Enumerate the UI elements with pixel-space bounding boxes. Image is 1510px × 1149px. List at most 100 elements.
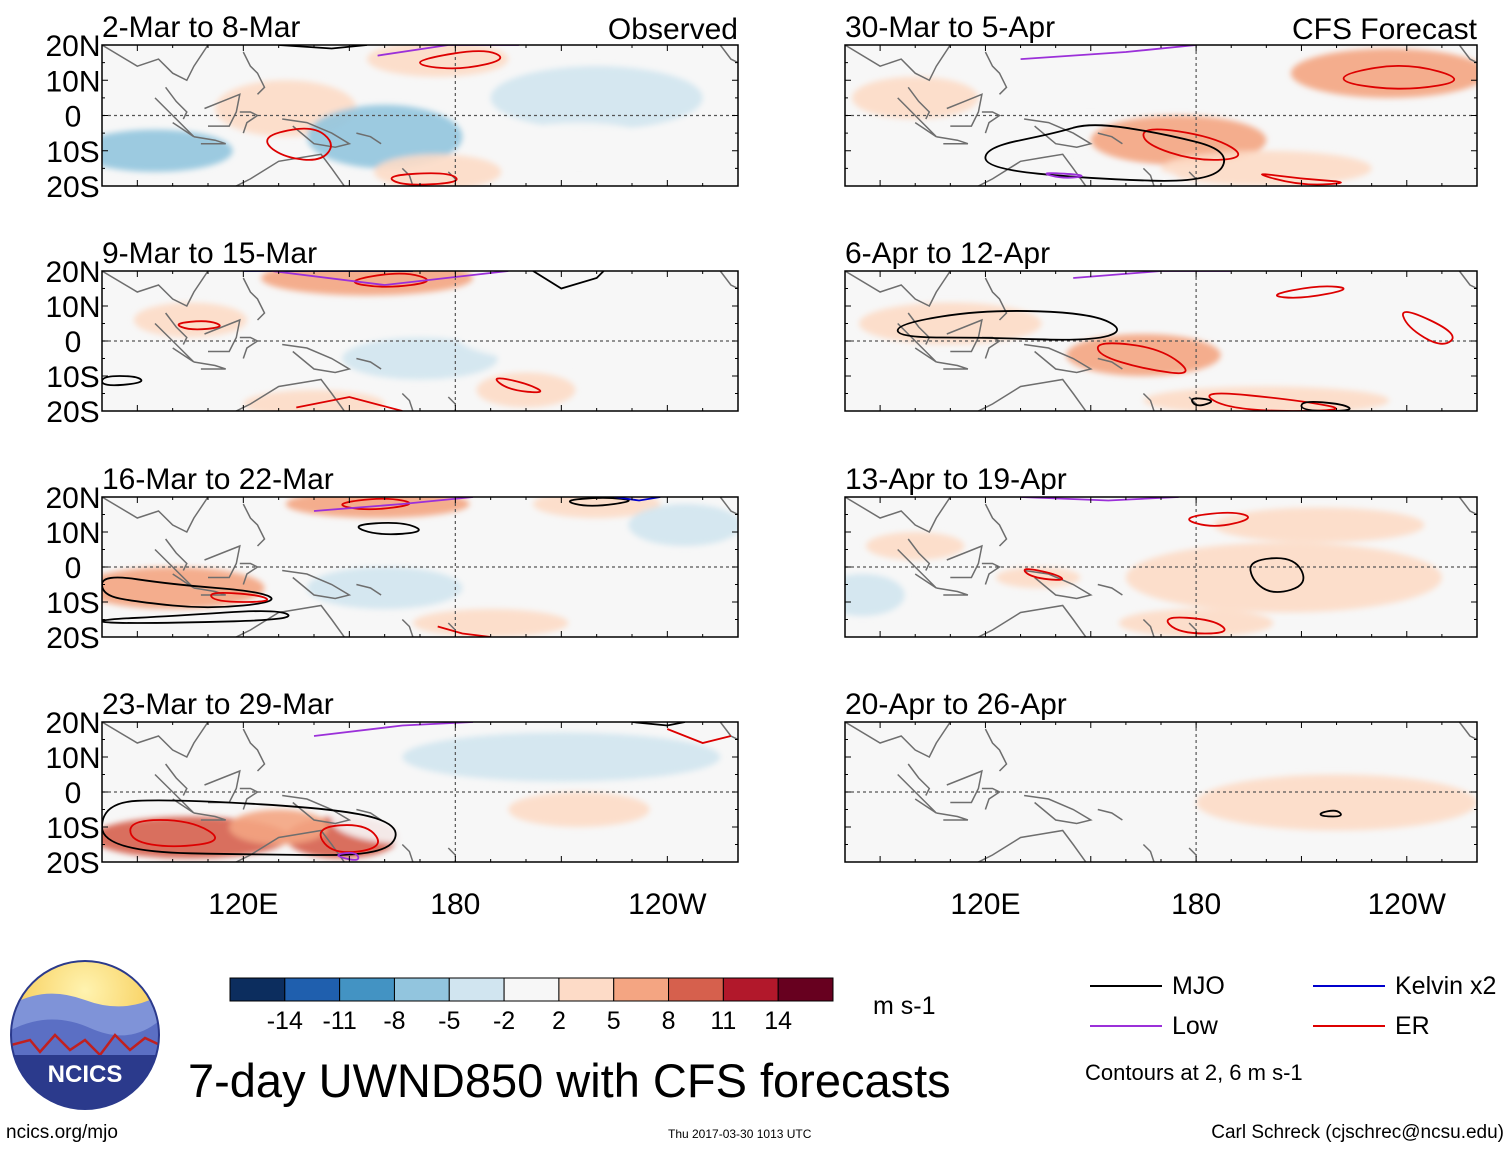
lat-tick-label: 0 [65, 326, 82, 359]
colorbar-bin [777, 977, 834, 1002]
lat-tick-label: 10N [45, 291, 100, 324]
lat-tick-label: 20S [46, 171, 99, 204]
anomaly-patch [1266, 837, 1372, 859]
coastline [897, 548, 937, 589]
colorbar-tick-label: 2 [552, 1007, 566, 1035]
coastline [897, 773, 937, 814]
anomaly-patch [859, 302, 1042, 345]
panel-title: 30-Mar to 5-Apr [845, 11, 1055, 44]
panel-plot-area [845, 722, 1477, 862]
anomaly-patch [533, 497, 661, 518]
contour-mjo [102, 610, 290, 624]
anomaly-patch [342, 337, 498, 380]
legend-label: MJO [1172, 972, 1225, 1000]
colorbar: -14 -11 -8 -5 -2 2 5 8 11 14 [229, 977, 834, 1035]
contour-mjo [278, 45, 368, 50]
coastline [984, 503, 1008, 547]
colorbar-tick-label: 14 [764, 1007, 792, 1035]
panel-title: 6-Apr to 12-Apr [845, 237, 1050, 270]
coastline [242, 503, 266, 547]
anomaly-patch [490, 66, 703, 130]
coastline [447, 847, 456, 856]
logo-ring [10, 960, 160, 1110]
anomaly-patch [1161, 150, 1372, 186]
panel-title: 23-Mar to 29-Mar [102, 688, 334, 721]
lon-tick-label: 120E [208, 888, 278, 921]
lat-tick-label: 0 [65, 101, 82, 134]
coastline [234, 378, 346, 411]
coastline [102, 722, 209, 759]
lat-tick-label: 20N [45, 482, 100, 515]
coastline [1188, 171, 1197, 180]
coastline [282, 569, 352, 600]
lat-tick-label: 20S [46, 847, 99, 880]
lat-tick-label: 20S [46, 622, 99, 655]
lat-tick-label: 0 [65, 552, 82, 585]
site-url[interactable]: ncics.org/mjo [6, 1122, 118, 1143]
panel-ticks [845, 722, 1477, 862]
coastline [356, 357, 382, 370]
coastline [984, 277, 1008, 321]
anomaly-patch [331, 795, 509, 845]
contour-er [1275, 285, 1345, 299]
lon-tick-label: 180 [1171, 888, 1221, 921]
anomaly-patch [1125, 542, 1442, 613]
logo-red-line [11, 1033, 159, 1057]
panel-ticks [102, 45, 738, 186]
lon-tick-label: 120E [950, 888, 1020, 921]
panel-plot-area [845, 497, 1477, 637]
contour-er [296, 396, 403, 411]
coastline [1188, 622, 1197, 631]
contour-er [1166, 616, 1226, 635]
coastline [976, 604, 1087, 637]
lat-tick-label: 20N [45, 30, 100, 63]
anomaly-patch [845, 574, 905, 616]
coastline [234, 153, 346, 186]
colorbar-tick-label: 5 [607, 1007, 621, 1035]
contour-note: Contours at 2, 6 m s-1 [1085, 1060, 1303, 1085]
anomaly-patch [306, 567, 463, 609]
coastline [845, 271, 951, 308]
coastline [907, 86, 931, 120]
contour-mjo [1319, 809, 1342, 818]
coastline [984, 728, 1008, 772]
colorbar-bin [393, 977, 450, 1002]
colorbar-tick-label: -5 [438, 1007, 460, 1035]
coastline [165, 86, 188, 120]
anomaly-patch [628, 504, 738, 546]
coastline [447, 622, 456, 631]
coastline [946, 318, 983, 353]
coastline [1097, 583, 1123, 596]
lat-tick-label: 0 [65, 777, 82, 810]
coastline [907, 763, 931, 796]
coastline [239, 787, 260, 810]
coastline [204, 318, 241, 353]
contour-er [1342, 65, 1456, 90]
contour-mjo [1249, 557, 1305, 593]
contour-mjo [102, 576, 273, 609]
anomaly-patch [1196, 774, 1477, 831]
coastline [981, 111, 1001, 134]
colorbar-bin [339, 977, 395, 1002]
panel-plot-area [102, 271, 738, 411]
coastline [193, 361, 226, 370]
coastline [981, 787, 1001, 810]
coastline [936, 812, 969, 821]
coastline [102, 45, 209, 82]
colorbar-bin [229, 977, 286, 1002]
contour-low [313, 722, 474, 737]
anomaly-patch [367, 45, 509, 77]
column-header-forecast: CFS Forecast [1292, 13, 1478, 46]
panel-ticks [102, 722, 738, 862]
legend: MJO Kelvin x2 Low ER [1090, 972, 1496, 1040]
anomaly-patch [102, 129, 233, 172]
coastline [447, 396, 456, 405]
coastline [1458, 271, 1477, 290]
anomaly-shading [102, 732, 721, 859]
anomaly-patch [1213, 507, 1425, 543]
coastline [981, 562, 1001, 585]
panel: 13-Apr to 19-Apr [844, 463, 1478, 638]
